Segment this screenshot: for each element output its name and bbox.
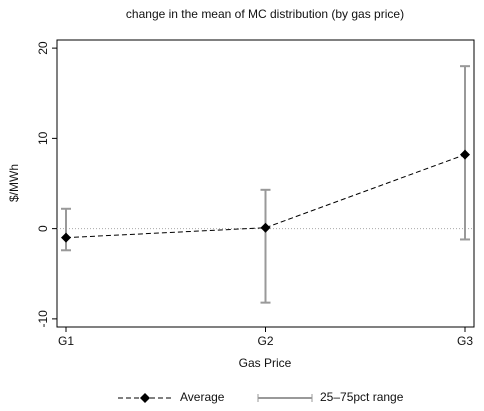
y-tick-label: 10 (36, 131, 50, 145)
x-axis-title: Gas Price (239, 356, 292, 370)
average-marker (61, 232, 71, 243)
legend-label: 25–75pct range (320, 390, 404, 404)
y-tick-label: -10 (36, 310, 50, 328)
chart-title: change in the mean of MC distribution (b… (126, 7, 404, 21)
average-marker (460, 149, 470, 160)
average-marker (260, 222, 271, 233)
average-line (65, 154, 466, 239)
x-tick-label: G1 (58, 334, 74, 348)
y-tick-label: 20 (36, 41, 50, 55)
x-tick-label: G3 (457, 334, 473, 348)
y-tick-label: 0 (36, 225, 50, 232)
legend-label: Average (180, 390, 225, 404)
legend-marker (140, 393, 150, 403)
y-axis-title: $/MWh (7, 164, 21, 202)
x-tick-label: G2 (257, 334, 273, 348)
